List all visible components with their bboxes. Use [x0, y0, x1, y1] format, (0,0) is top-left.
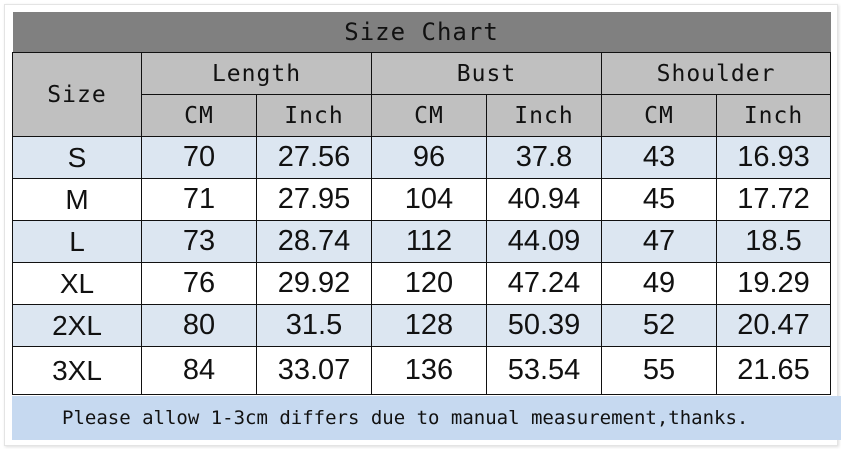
value-cell: 128 [371, 304, 487, 347]
value-cell: 112 [371, 220, 487, 263]
chart-frame [4, 4, 838, 446]
value-cell: 136 [371, 346, 487, 395]
value-cell: 47 [601, 220, 717, 263]
value-cell: 17.72 [715, 178, 832, 221]
value-cell: 49 [601, 262, 717, 305]
table-row: S 70 27.56 96 37.8 43 16.93 [12, 136, 832, 179]
size-cell: XL [12, 262, 142, 305]
value-cell: 27.56 [256, 136, 372, 179]
value-cell: 27.95 [256, 178, 372, 221]
value-cell: 43 [601, 136, 717, 179]
value-cell: 73 [141, 220, 257, 263]
table-row: 3XL 84 33.07 136 53.54 55 21.65 [12, 346, 832, 395]
value-cell: 21.65 [715, 346, 832, 395]
value-cell: 18.5 [715, 220, 832, 263]
value-cell: 40.94 [486, 178, 602, 221]
value-cell: 71 [141, 178, 257, 221]
value-cell: 70 [141, 136, 257, 179]
value-cell: 76 [141, 262, 257, 305]
value-cell: 28.74 [256, 220, 372, 263]
size-header: Size [12, 52, 142, 137]
table-row: 2XL 80 31.5 128 50.39 52 20.47 [12, 304, 832, 347]
table-row: L 73 28.74 112 44.09 47 18.5 [12, 220, 832, 263]
unit-header: Inch [486, 94, 602, 137]
unit-header: Inch [715, 94, 832, 137]
note-text: Please allow 1-3cm differs due to manual… [62, 407, 749, 429]
note-banner: Please allow 1-3cm differs due to manual… [12, 396, 841, 440]
table-row: M 71 27.95 104 40.94 45 17.72 [12, 178, 832, 221]
value-cell: 37.8 [486, 136, 602, 179]
value-cell: 80 [141, 304, 257, 347]
unit-header: CM [601, 94, 717, 137]
value-cell: 16.93 [715, 136, 832, 179]
value-cell: 120 [371, 262, 487, 305]
size-cell: L [12, 220, 142, 263]
size-cell: 3XL [12, 346, 142, 395]
value-cell: 96 [371, 136, 487, 179]
value-cell: 29.92 [256, 262, 372, 305]
length-header: Length [141, 52, 372, 95]
table-row: XL 76 29.92 120 47.24 49 19.29 [12, 262, 832, 305]
shoulder-header: Shoulder [600, 52, 832, 95]
bust-header: Bust [371, 52, 602, 95]
value-cell: 52 [601, 304, 717, 347]
unit-header: CM [141, 94, 257, 137]
value-cell: 55 [601, 346, 717, 395]
table-title: Size Chart [12, 12, 831, 53]
size-cell: M [12, 178, 142, 221]
value-cell: 84 [141, 346, 257, 395]
value-cell: 45 [601, 178, 717, 221]
value-cell: 50.39 [486, 304, 602, 347]
value-cell: 19.29 [715, 262, 832, 305]
unit-header: Inch [256, 94, 372, 137]
value-cell: 44.09 [486, 220, 602, 263]
size-chart-table: Size Chart Size Length Bust Shoulder CM I… [12, 12, 832, 395]
value-cell: 104 [371, 178, 487, 221]
value-cell: 53.54 [486, 346, 602, 395]
unit-header: CM [371, 94, 487, 137]
size-cell: S [12, 136, 142, 179]
value-cell: 31.5 [256, 304, 372, 347]
value-cell: 33.07 [256, 346, 372, 395]
size-cell: 2XL [12, 304, 142, 347]
value-cell: 20.47 [715, 304, 832, 347]
value-cell: 47.24 [486, 262, 602, 305]
